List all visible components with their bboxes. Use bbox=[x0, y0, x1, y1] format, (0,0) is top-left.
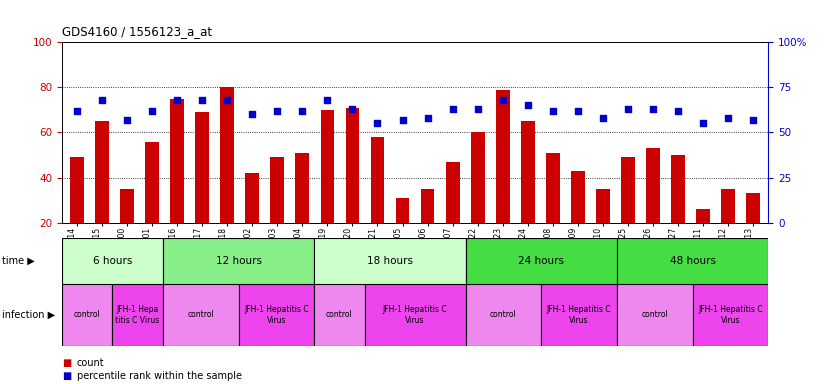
Bar bbox=[396, 198, 410, 223]
Text: time ▶: time ▶ bbox=[2, 256, 35, 266]
Point bbox=[471, 106, 484, 112]
Bar bbox=[621, 157, 635, 223]
Point bbox=[496, 97, 510, 103]
Text: control: control bbox=[188, 310, 214, 319]
Bar bbox=[163, 238, 314, 284]
Bar bbox=[112, 284, 163, 346]
Bar bbox=[245, 173, 259, 223]
Bar bbox=[571, 171, 585, 223]
Text: 48 hours: 48 hours bbox=[670, 256, 715, 266]
Point bbox=[70, 108, 83, 114]
Point bbox=[245, 111, 259, 118]
Point bbox=[521, 103, 534, 109]
Bar bbox=[696, 209, 710, 223]
Text: 12 hours: 12 hours bbox=[216, 256, 262, 266]
Point bbox=[371, 121, 384, 127]
Bar bbox=[617, 238, 768, 284]
Bar bbox=[420, 189, 434, 223]
Bar bbox=[62, 284, 112, 346]
Bar bbox=[541, 284, 617, 346]
Point bbox=[621, 106, 634, 112]
Text: 18 hours: 18 hours bbox=[367, 256, 413, 266]
Point bbox=[421, 115, 434, 121]
Bar bbox=[466, 238, 617, 284]
Point bbox=[647, 106, 660, 112]
Bar bbox=[120, 189, 134, 223]
Bar bbox=[170, 99, 184, 223]
Point bbox=[271, 108, 284, 114]
Bar bbox=[314, 238, 466, 284]
Point bbox=[396, 117, 409, 123]
Text: infection ▶: infection ▶ bbox=[2, 310, 55, 320]
Bar bbox=[296, 153, 309, 223]
Point bbox=[596, 115, 610, 121]
Bar bbox=[672, 155, 685, 223]
Point bbox=[221, 97, 234, 103]
Bar bbox=[721, 189, 735, 223]
Bar bbox=[239, 284, 314, 346]
Text: control: control bbox=[74, 310, 101, 319]
Text: JFH-1 Hepatitis C
Virus: JFH-1 Hepatitis C Virus bbox=[698, 305, 762, 324]
Bar bbox=[314, 284, 364, 346]
Point bbox=[721, 115, 734, 121]
Bar bbox=[221, 88, 234, 223]
Text: control: control bbox=[641, 310, 668, 319]
Bar bbox=[95, 121, 109, 223]
Bar bbox=[163, 284, 239, 346]
Point bbox=[296, 108, 309, 114]
Bar bbox=[345, 108, 359, 223]
Point bbox=[446, 106, 459, 112]
Point bbox=[696, 121, 710, 127]
Bar bbox=[364, 284, 466, 346]
Text: percentile rank within the sample: percentile rank within the sample bbox=[77, 371, 242, 381]
Text: 24 hours: 24 hours bbox=[518, 256, 564, 266]
Text: ■: ■ bbox=[62, 358, 71, 368]
Point bbox=[320, 97, 334, 103]
Point bbox=[346, 106, 359, 112]
Text: JFH-1 Hepa
titis C Virus: JFH-1 Hepa titis C Virus bbox=[116, 305, 159, 324]
Text: control: control bbox=[326, 310, 353, 319]
Point bbox=[546, 108, 559, 114]
Point bbox=[170, 97, 183, 103]
Bar bbox=[195, 112, 209, 223]
Bar bbox=[546, 153, 560, 223]
Point bbox=[572, 108, 585, 114]
Point bbox=[96, 97, 109, 103]
Bar bbox=[617, 284, 692, 346]
Bar bbox=[521, 121, 534, 223]
Bar bbox=[471, 132, 485, 223]
Bar bbox=[446, 162, 459, 223]
Text: JFH-1 Hepatitis C
Virus: JFH-1 Hepatitis C Virus bbox=[547, 305, 611, 324]
Point bbox=[672, 108, 685, 114]
Bar bbox=[270, 157, 284, 223]
Text: GDS4160 / 1556123_a_at: GDS4160 / 1556123_a_at bbox=[62, 25, 212, 38]
Text: JFH-1 Hepatitis C
Virus: JFH-1 Hepatitis C Virus bbox=[382, 305, 448, 324]
Text: JFH-1 Hepatitis C
Virus: JFH-1 Hepatitis C Virus bbox=[244, 305, 309, 324]
Bar bbox=[145, 142, 159, 223]
Point bbox=[121, 117, 134, 123]
Bar bbox=[596, 189, 610, 223]
Point bbox=[196, 97, 209, 103]
Text: ■: ■ bbox=[62, 371, 71, 381]
Bar bbox=[746, 194, 760, 223]
Bar bbox=[466, 284, 541, 346]
Bar bbox=[496, 89, 510, 223]
Point bbox=[145, 108, 159, 114]
Bar bbox=[70, 157, 84, 223]
Text: control: control bbox=[490, 310, 517, 319]
Bar bbox=[320, 110, 335, 223]
Bar bbox=[646, 148, 660, 223]
Bar bbox=[62, 238, 163, 284]
Text: count: count bbox=[77, 358, 104, 368]
Bar bbox=[371, 137, 384, 223]
Bar bbox=[692, 284, 768, 346]
Point bbox=[747, 117, 760, 123]
Text: 6 hours: 6 hours bbox=[93, 256, 132, 266]
